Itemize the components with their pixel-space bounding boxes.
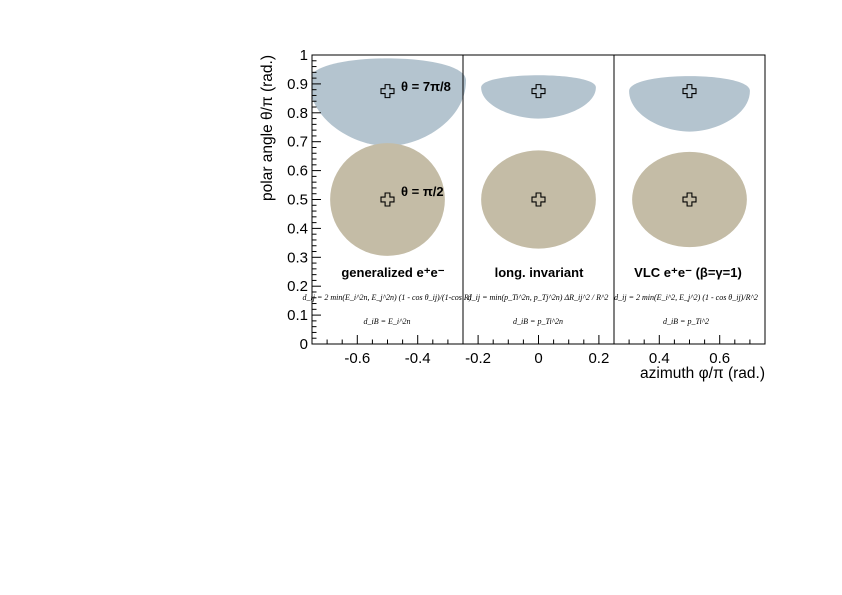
jet-area-forward [629, 76, 750, 132]
formula-dij-vlc: d_ij = 2 min(E_i^2, E_j^2) (1 - cos θ_ij… [614, 293, 758, 302]
y-tick-label: 1 [300, 47, 308, 64]
x-axis-title: azimuth φ/π (rad.) [640, 365, 765, 382]
formula-diB-long-invariant: d_iB = p_Ti^2n [513, 317, 563, 326]
y-tick-label: 0.6 [287, 163, 308, 180]
x-tick-label: -0.4 [405, 350, 431, 367]
jet-area-central [632, 151, 747, 248]
jet-axis-marker [531, 84, 546, 99]
y-tick-label: 0.2 [287, 278, 308, 295]
x-tick-label: -0.2 [465, 350, 491, 367]
jet-area-central [330, 143, 445, 256]
x-axis: -0.6 -0.4 -0.2 0 0.2 0.4 0.6 [311, 335, 766, 367]
jet-area-central [481, 150, 596, 249]
y-tick-label: 0.9 [287, 76, 308, 93]
panel-title-generalized: generalized e⁺e⁻ [341, 265, 444, 280]
y-tick-label: 0.5 [287, 192, 308, 209]
x-tick-label: 0.6 [709, 350, 730, 367]
formula-diB-generalized: d_iB = E_i^2n [364, 317, 411, 326]
jet-axis-marker [380, 84, 395, 99]
y-tick-label: 0.7 [287, 134, 308, 151]
jet-area-forward [481, 75, 596, 119]
jet-axis-markers [380, 84, 697, 207]
panel-title-long-invariant: long. invariant [495, 265, 585, 280]
y-tick-label: 0.1 [287, 307, 308, 324]
y-axis-title: polar angle θ/π (rad.) [259, 55, 276, 201]
jet-area-forward [312, 58, 467, 147]
jet-axis-marker [380, 192, 395, 207]
formula-dij-long-invariant: d_ij = min(p_Ti^2n, p_Tj^2n) ΔR_ij^2 / R… [468, 293, 609, 302]
panel-title-vlc: VLC e⁺e⁻ (β=γ=1) [634, 265, 742, 280]
jet-axis-marker [682, 192, 697, 207]
x-tick-label: 0 [534, 350, 542, 367]
y-tick-label: 0.8 [287, 105, 308, 122]
jet-axis-marker [531, 192, 546, 207]
annotation-theta-central: θ = π/2 [401, 184, 444, 199]
x-tick-label: 0.4 [649, 350, 670, 367]
y-axis: 0 0.1 0.2 0.3 0.4 0.5 0.6 0.7 0.8 0.9 1 [287, 47, 321, 353]
annotation-theta-forward: θ = 7π/8 [401, 79, 451, 94]
jets-layer [312, 58, 750, 256]
formula-diB-vlc: d_iB = p_Ti^2 [663, 317, 709, 326]
panel-separators [462, 55, 615, 344]
y-tick-label: 0 [300, 336, 308, 353]
jet-axis-marker [682, 84, 697, 99]
formula-dij-generalized: d_ij = 2 min(E_i^2n, E_j^2n) (1 - cos θ_… [303, 293, 472, 302]
y-tick-label: 0.4 [287, 220, 308, 237]
x-tick-label: 0.2 [588, 350, 609, 367]
y-tick-label: 0.3 [287, 249, 308, 266]
x-tick-label: -0.6 [344, 350, 370, 367]
